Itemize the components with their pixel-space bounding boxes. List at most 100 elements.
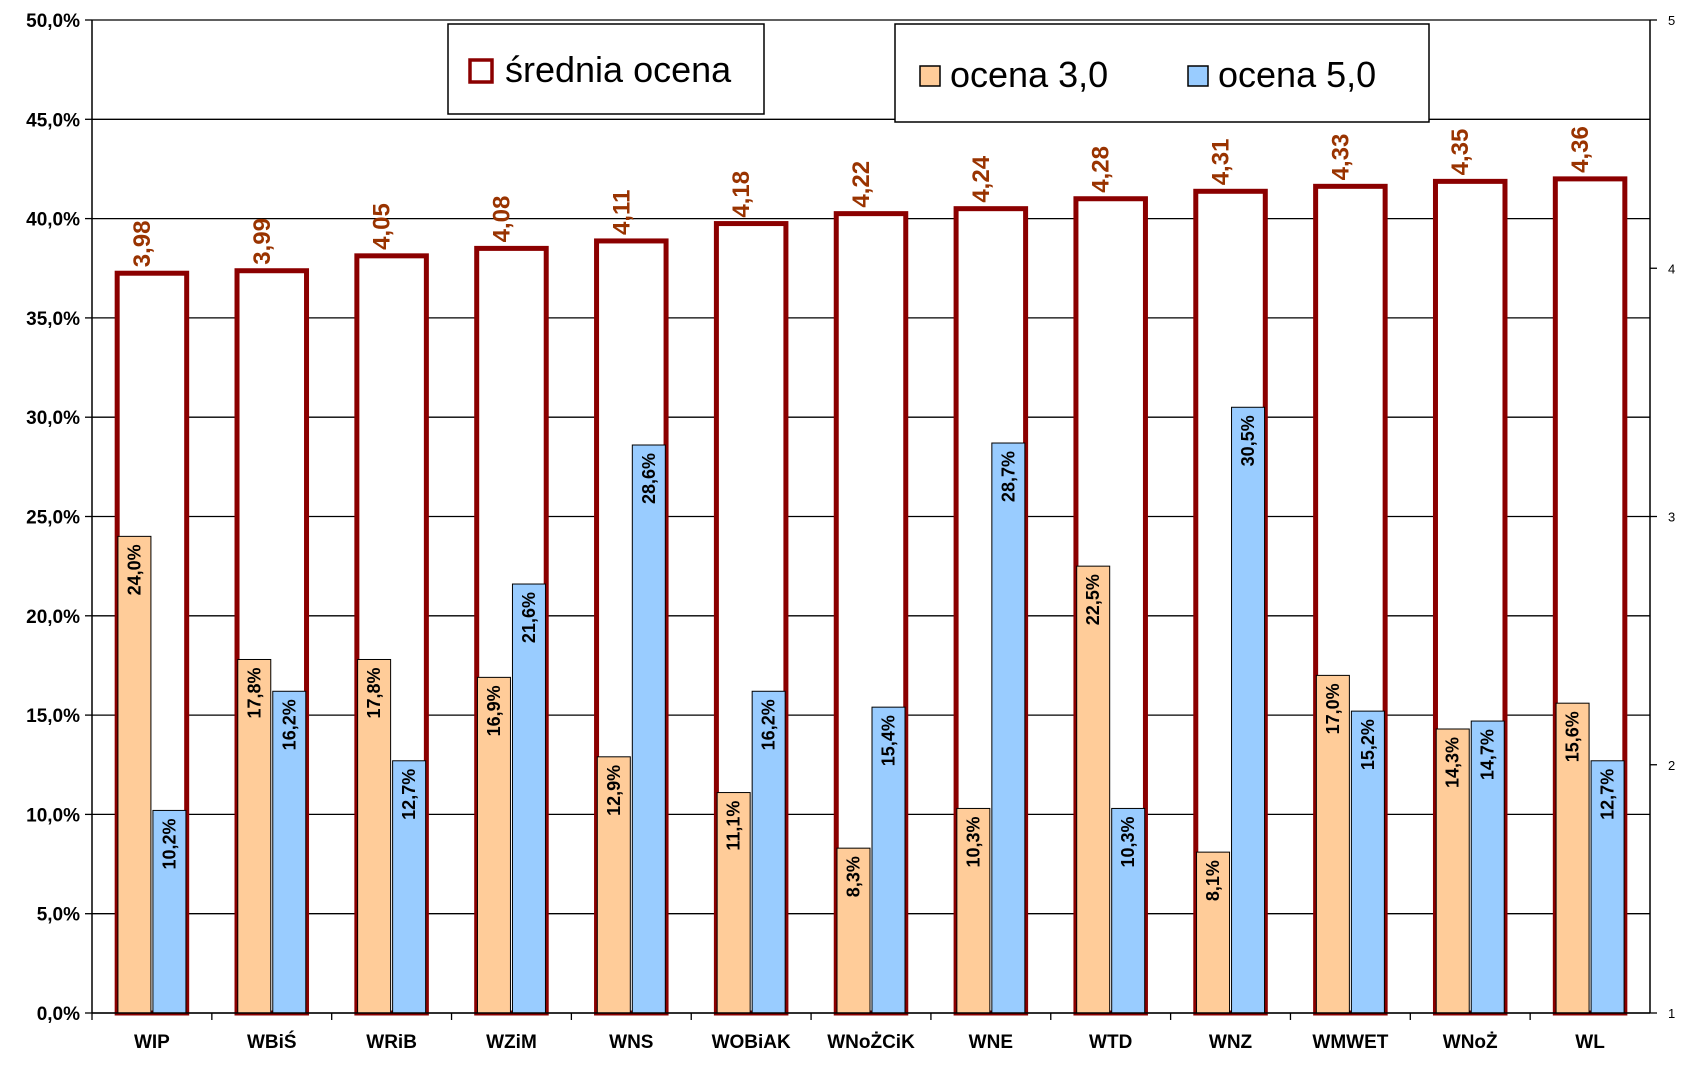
y-left-tick-label: 25,0% — [26, 508, 80, 529]
x-tick-label: WNE — [969, 1032, 1013, 1053]
x-tick-label: WRiB — [366, 1032, 417, 1053]
ocena-3-data-label: 17,0% — [1323, 683, 1343, 734]
x-tick-label: WMWET — [1312, 1032, 1388, 1053]
ocena-3-data-label: 17,8% — [364, 667, 384, 718]
ocena-3-bar — [716, 792, 751, 1014]
average-data-label: 3,98 — [129, 220, 156, 267]
ocena-5-bar — [871, 706, 906, 1014]
legend-swatch — [919, 65, 941, 87]
ocena-5-data-label: 10,3% — [1118, 816, 1138, 867]
x-tick-label: WNoŻCiK — [827, 1032, 915, 1053]
legend-box — [447, 23, 765, 115]
ocena-5-data-label: 30,5% — [1238, 415, 1258, 466]
y-right-tick-label: 1 — [1668, 1006, 1675, 1021]
ocena-5-data-label: 21,6% — [519, 592, 539, 643]
ocena-5-data-label: 28,7% — [998, 451, 1018, 502]
ocena-5-bar — [991, 442, 1026, 1014]
ocena-3-data-label: 8,3% — [844, 856, 864, 897]
legend-box — [894, 23, 1430, 123]
average-data-label: 4,05 — [369, 203, 396, 250]
ocena-5-bar — [1231, 406, 1266, 1014]
y-left-tick-label: 5,0% — [37, 905, 80, 926]
ocena-3-bar — [1435, 728, 1470, 1014]
y-right-tick-label: 4 — [1668, 261, 1675, 276]
average-data-label: 4,33 — [1327, 134, 1354, 181]
ocena-3-bar — [117, 535, 152, 1014]
ocena-3-bar — [596, 756, 631, 1014]
ocena-5-data-label: 14,7% — [1478, 729, 1498, 780]
average-data-label: 4,35 — [1447, 129, 1474, 176]
ocena-3-data-label: 8,1% — [1203, 860, 1223, 901]
y-left-tick-label: 15,0% — [26, 706, 80, 727]
ocena-5-data-label: 16,2% — [279, 699, 299, 750]
ocena-5-bar — [631, 444, 666, 1014]
y-left-tick-label: 10,0% — [26, 805, 80, 826]
y-left-tick-label: 0,0% — [37, 1004, 80, 1025]
ocena-5-bar — [1470, 720, 1505, 1014]
average-data-label: 4,28 — [1088, 146, 1115, 193]
average-data-label: 4,22 — [848, 161, 875, 208]
ocena-3-data-label: 14,3% — [1443, 737, 1463, 788]
ocena-3-data-label: 24,0% — [124, 544, 144, 595]
y-left-tick-label: 45,0% — [26, 110, 80, 131]
average-data-label: 3,99 — [249, 218, 276, 265]
legend-scores: ocena 3,0 ocena 5,0 — [894, 23, 1430, 123]
average-data-label: 4,31 — [1208, 139, 1235, 186]
ocena-5-data-label: 16,2% — [759, 699, 779, 750]
average-data-label: 4,11 — [608, 190, 635, 235]
y-right-tick-label: 3 — [1668, 510, 1675, 525]
legend-label: średnia ocena — [505, 49, 732, 90]
x-tick-label: WTD — [1089, 1032, 1132, 1053]
y-left-tick-label: 20,0% — [26, 607, 80, 628]
average-data-label: 4,08 — [488, 196, 515, 243]
ocena-5-bar — [511, 583, 546, 1014]
y-left-tick-label: 35,0% — [26, 309, 80, 330]
legend-swatch — [468, 58, 494, 84]
ocena-5-bar — [1590, 760, 1625, 1014]
y-right-tick-label: 5 — [1668, 13, 1675, 28]
ocena-3-data-label: 17,8% — [244, 667, 264, 718]
ocena-3-bar — [1076, 565, 1111, 1014]
average-data-label: 4,18 — [728, 171, 755, 218]
ocena-3-data-label: 15,6% — [1563, 711, 1583, 762]
x-tick-label: WOBiAK — [712, 1032, 791, 1053]
data-labels: 3,98 24,0% 10,2% 3,99 17,8% 16,2% 4,05 17,8% 12,… — [124, 126, 1617, 901]
ocena-3-data-label: 10,3% — [963, 816, 983, 867]
x-tick-label: WBiŚ — [247, 1031, 297, 1053]
ocena-5-data-label: 28,6% — [639, 453, 659, 504]
legend-label: ocena 5,0 — [1218, 54, 1376, 95]
ocena-3-bar — [476, 676, 511, 1014]
y-left-tick-label: 40,0% — [26, 210, 80, 231]
ocena-3-bar — [357, 658, 392, 1014]
legend: średnia ocena ocena 3,0 ocena 5,0 — [447, 23, 1430, 123]
ocena-5-bar — [1350, 710, 1385, 1014]
x-tick-label: WNZ — [1209, 1032, 1253, 1053]
ocena-5-data-label: 15,4% — [879, 715, 899, 766]
x-tick-label: WIP — [134, 1032, 170, 1053]
ocena-5-data-label: 12,7% — [1598, 769, 1618, 820]
average-data-label: 4,24 — [968, 155, 995, 202]
ocena-5-data-label: 12,7% — [399, 769, 419, 820]
ocena-5-data-label: 10,2% — [159, 818, 179, 869]
ocena-3-bar — [956, 807, 991, 1014]
x-tick-label: WL — [1575, 1032, 1605, 1053]
y-left-tick-label: 30,0% — [26, 408, 80, 429]
ocena-3-bar — [237, 658, 272, 1014]
x-tick-label: WNoŻ — [1443, 1032, 1498, 1053]
y-right-tick-label: 2 — [1668, 758, 1675, 773]
average-data-label: 4,36 — [1567, 126, 1594, 173]
ocena-5-bar — [152, 809, 187, 1014]
axes: 0,0% 5,0% 10,0% 15,0% 20,0% 25,0% 30,0% 35,0% 40… — [26, 11, 1675, 1053]
ocena-5-bar — [392, 760, 427, 1014]
x-tick-label: WNS — [609, 1032, 653, 1053]
ocena-3-data-label: 22,5% — [1083, 574, 1103, 625]
ocena-3-data-label: 11,1% — [724, 801, 744, 851]
ocena-5-bar — [272, 690, 307, 1014]
ocena-3-data-label: 16,9% — [484, 685, 504, 736]
ocena-3-data-label: 12,9% — [604, 765, 624, 816]
ocena-5-data-label: 15,2% — [1358, 719, 1378, 770]
percentage-bars — [117, 406, 1625, 1014]
average-bars — [114, 176, 1628, 1016]
